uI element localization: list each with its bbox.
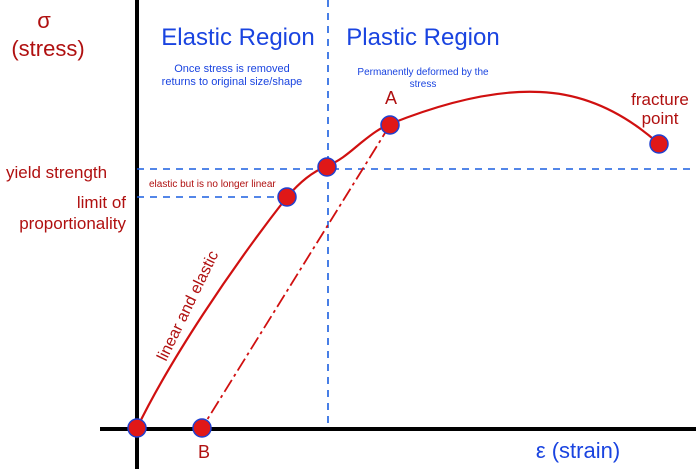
fracture-label-line2: point <box>642 109 679 128</box>
point-a-marker <box>380 115 400 135</box>
elastic-note-line2: returns to original size/shape <box>162 76 303 88</box>
plastic-note-line1: Permanently deformed by the <box>357 67 489 78</box>
point-a-label: A <box>385 88 397 108</box>
elastic-note-line1: Once stress is removed <box>174 63 290 75</box>
yield-point <box>317 157 337 177</box>
fracture-point-marker <box>649 134 669 154</box>
plastic-note-line2: stress <box>410 79 437 90</box>
point-b-marker <box>192 418 212 438</box>
limit-label-line1: limit of <box>77 193 126 212</box>
limit-label-line2: proportionality <box>19 214 126 233</box>
y-axis-label: (stress) <box>11 36 84 61</box>
elastic-nonlinear-label: elastic but is no longer linear <box>149 179 276 190</box>
linear-elastic-label: linear and elastic <box>154 248 222 363</box>
stress-strain-curve <box>136 90 660 429</box>
point-b-label: B <box>198 442 210 462</box>
proportional-limit-point <box>277 187 297 207</box>
origin-point <box>127 418 147 438</box>
x-axis-label: ε (strain) <box>536 438 620 463</box>
y-axis-symbol: σ <box>37 8 51 33</box>
plastic-region-title: Plastic Region <box>346 24 499 51</box>
elastic-region-title: Elastic Region <box>161 24 314 51</box>
fracture-label-line1: fracture <box>631 90 689 109</box>
yield-strength-label: yield strength <box>6 163 107 182</box>
unloading-line <box>201 124 391 429</box>
